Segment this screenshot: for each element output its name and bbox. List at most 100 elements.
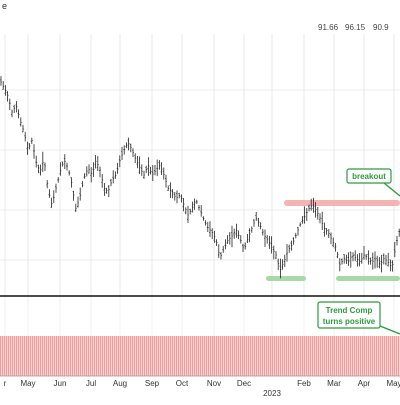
price-bar (114, 171, 117, 179)
price-bar (352, 252, 354, 262)
price-bar (134, 153, 137, 164)
price-bar (231, 225, 233, 248)
trend-comp-bar (352, 336, 354, 376)
trend-comp-bar (38, 336, 40, 376)
trend-comp-bar (266, 336, 268, 376)
trend-comp-bar (328, 336, 330, 376)
price-bar (90, 167, 93, 183)
price-bar (387, 252, 390, 267)
price-bar (50, 197, 53, 209)
trend-comp-bar (354, 336, 356, 376)
trend-comp-bar (164, 336, 166, 376)
price-bar (376, 255, 379, 268)
x-tick-label: Apr (358, 379, 371, 388)
price-bar (248, 228, 251, 243)
price-bar (33, 144, 35, 159)
price-bar (63, 154, 66, 170)
price-bar (209, 221, 211, 237)
trend-comp-bar (46, 336, 48, 376)
price-bar (94, 154, 97, 169)
trend-comp-bar (44, 336, 46, 376)
price-bar (136, 155, 139, 169)
trend-comp-bar (358, 336, 360, 376)
trend-comp-bar (178, 336, 180, 376)
price-bar (292, 237, 295, 245)
trend-comp-bar (308, 336, 310, 376)
price-bar (325, 228, 328, 235)
trend-comp-bar (160, 336, 162, 376)
price-bar (59, 162, 62, 176)
trend-comp-label-line1: Trend Comp (326, 306, 373, 315)
price-bar (88, 164, 90, 174)
trend-comp-bar (190, 336, 192, 376)
price-bar (118, 155, 121, 168)
trend-comp-bar (60, 336, 62, 376)
price-bar (294, 232, 297, 239)
price-bar (299, 222, 302, 227)
price-bar (336, 251, 339, 259)
price-bar (305, 207, 308, 221)
price-bar (79, 187, 82, 201)
price-bar (211, 228, 214, 240)
price-bar (171, 189, 174, 199)
trend-comp-bar (88, 336, 90, 376)
price-bar (277, 258, 280, 271)
trend-comp-bar (70, 336, 72, 376)
x-tick-label: r (4, 379, 7, 388)
trend-comp-bar (232, 336, 234, 376)
price-bar (13, 104, 16, 113)
trend-comp-bar (98, 336, 100, 376)
trend-comp-bar (128, 336, 130, 376)
price-bar (332, 237, 335, 248)
price-bar (132, 148, 134, 158)
price-bar (242, 243, 244, 253)
price-bar (239, 235, 242, 244)
price-bar (167, 185, 170, 191)
trend-comp-bar (300, 336, 302, 376)
price-bar (275, 251, 277, 260)
trend-comp-bar (202, 336, 204, 376)
price-bar (176, 190, 178, 204)
trend-comp-bar (122, 336, 124, 376)
x-tick-label: Sep (145, 379, 160, 388)
price-bar (46, 179, 49, 189)
trend-comp-bar (176, 336, 178, 376)
price-bar (125, 142, 128, 149)
trend-comp-bar (212, 336, 214, 376)
quote-high: 96.15 (345, 23, 366, 32)
trend-comp-bar (346, 336, 348, 376)
trend-comp-bar (372, 336, 374, 376)
trend-comp-bar (120, 336, 122, 376)
trend-comp-bar (394, 336, 396, 376)
price-bar (2, 81, 5, 90)
price-bar (347, 252, 350, 266)
trend-comp-bar (228, 336, 230, 376)
trend-comp-bar (258, 336, 260, 376)
price-bar (286, 243, 288, 262)
trend-comp-bar (50, 336, 52, 376)
trend-comp-bar (336, 336, 338, 376)
price-bar (279, 258, 282, 279)
price-bar (297, 226, 299, 236)
price-bar (268, 235, 271, 249)
x-tick-label: Oct (176, 379, 189, 388)
trend-comp-bar (226, 336, 228, 376)
price-bar (123, 145, 126, 155)
price-bar (198, 205, 200, 211)
price-bar (68, 170, 71, 176)
price-bar (257, 217, 260, 227)
price-bar (189, 208, 192, 215)
trend-comp-bar (286, 336, 288, 376)
trend-comp-bar (252, 336, 254, 376)
price-bar (264, 229, 266, 248)
trend-comp-bar (76, 336, 78, 376)
price-bar (48, 189, 51, 198)
trend-comp-bar (42, 336, 44, 376)
price-bar (330, 232, 332, 245)
price-bar (99, 166, 101, 178)
trend-comp-bar (378, 336, 380, 376)
trend-comp-bar (244, 336, 246, 376)
x-axis-year: 2023 (263, 389, 281, 398)
trend-comp-bar (152, 336, 154, 376)
